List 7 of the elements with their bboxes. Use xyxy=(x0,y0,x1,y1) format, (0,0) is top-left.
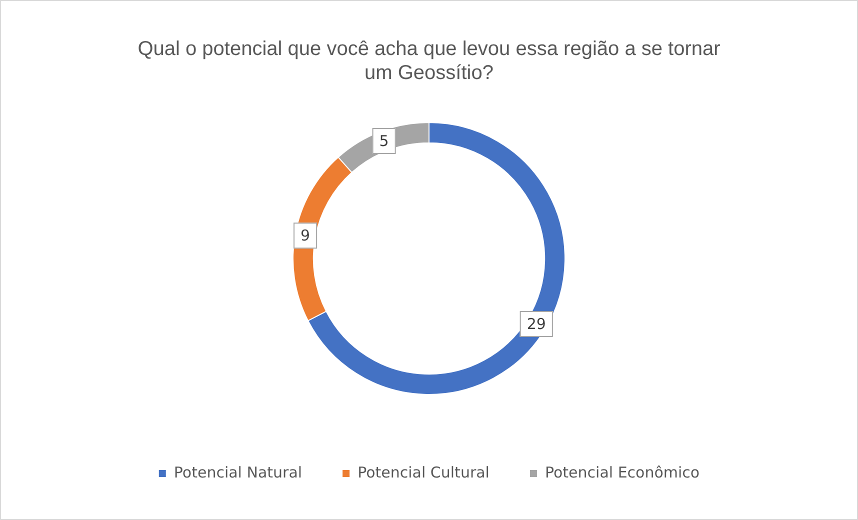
data-label: 5 xyxy=(379,132,389,150)
data-label: 9 xyxy=(300,226,310,245)
data-label: 29 xyxy=(526,314,546,333)
legend-label: Potencial Econômico xyxy=(544,463,700,482)
legend-label: Potencial Cultural xyxy=(358,463,490,482)
legend-label: Potencial Natural xyxy=(174,463,302,482)
chart-title: Qual o potencial que você acha que levou essa região a se tornar um Geossítio? xyxy=(136,37,722,85)
